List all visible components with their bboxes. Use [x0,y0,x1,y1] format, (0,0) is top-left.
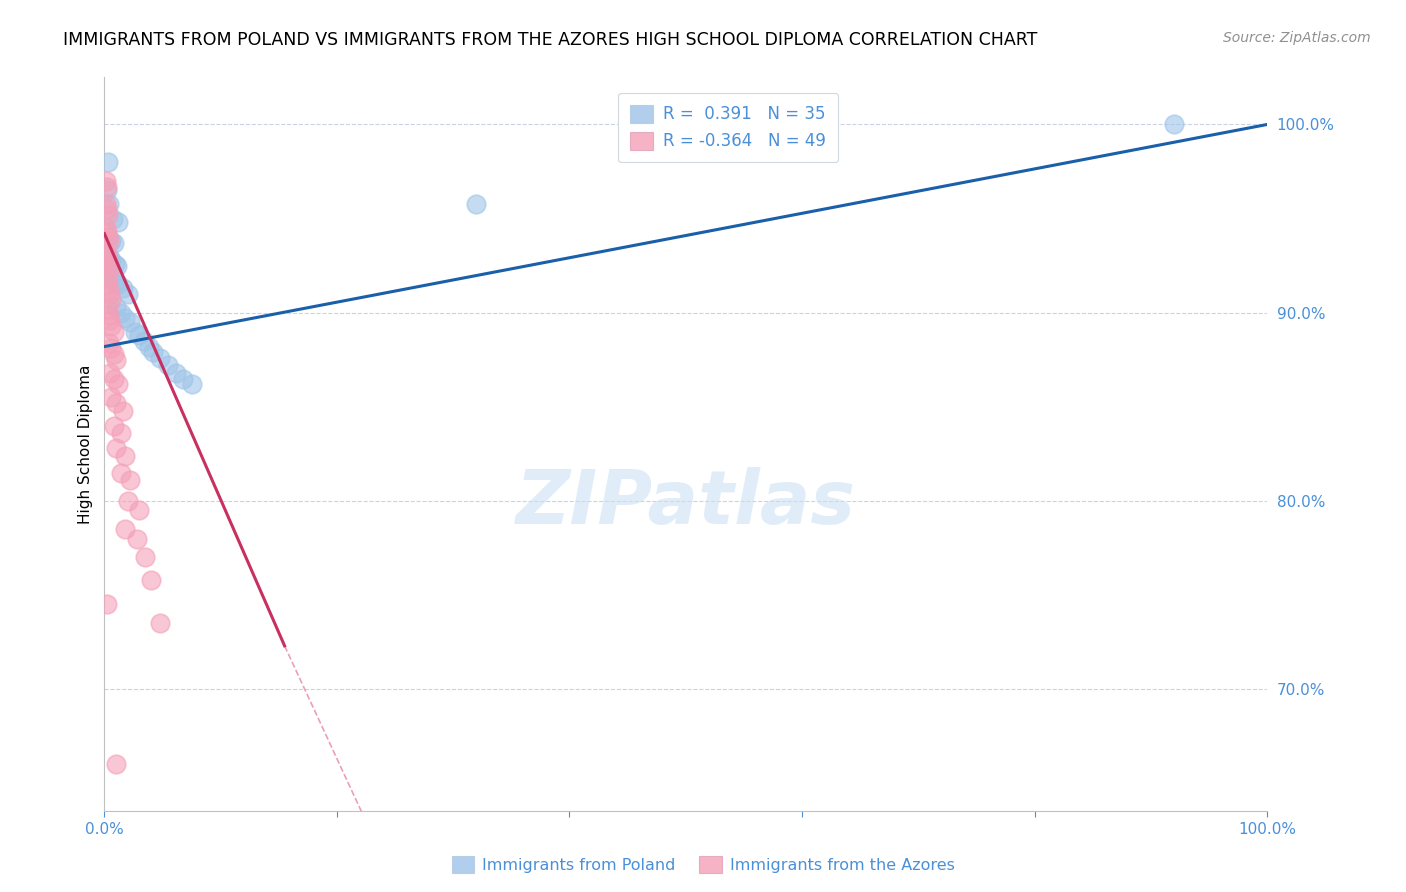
Point [103,347,125,361]
Point [110,466,132,480]
Point [110,306,132,320]
Point [97,230,120,244]
Point [96,598,118,612]
Point [105,300,128,314]
Point [1163,118,1185,132]
Point [96,183,118,197]
Point [105,352,128,367]
Text: Source: ZipAtlas.com: Source: ZipAtlas.com [1223,31,1371,45]
Point [94,196,117,211]
Point [94,221,117,235]
Point [124,325,146,339]
Point [103,276,125,290]
Point [138,340,160,354]
Point [105,396,128,410]
Point [107,277,129,292]
Point [100,342,122,356]
Point [134,550,156,565]
Point [100,391,122,405]
Legend: R =  0.391   N = 35, R = -0.364   N = 49: R = 0.391 N = 35, R = -0.364 N = 49 [619,93,838,162]
Point [180,377,202,392]
Point [157,359,180,373]
Text: ZIPatlas: ZIPatlas [516,467,856,540]
Point [100,234,122,248]
Point [118,473,141,487]
Point [104,257,127,271]
Point [97,277,120,292]
Point [98,313,121,327]
Point [94,174,117,188]
Point [139,573,162,587]
Point [98,196,121,211]
Point [96,272,118,286]
Point [114,311,136,326]
Point [98,262,121,277]
Point [98,296,121,310]
Text: IMMIGRANTS FROM POLAND VS IMMIGRANTS FROM THE AZORES HIGH SCHOOL DIPLOMA CORRELA: IMMIGRANTS FROM POLAND VS IMMIGRANTS FRO… [63,31,1038,49]
Point [118,315,141,329]
Point [465,196,488,211]
Point [105,259,128,273]
Legend: Immigrants from Poland, Immigrants from the Azores: Immigrants from Poland, Immigrants from … [446,849,960,880]
Point [94,245,117,260]
Point [128,503,150,517]
Point [98,283,121,297]
Point [111,403,134,417]
Point [100,318,122,333]
Point [98,286,121,301]
Point [117,494,139,508]
Point [103,418,125,433]
Point [98,234,121,248]
Point [96,179,118,194]
Point [114,522,136,536]
Point [110,426,132,441]
Point [105,757,128,772]
Y-axis label: High School Diploma: High School Diploma [79,365,93,524]
Point [103,371,125,385]
Point [103,325,125,339]
Point [125,532,148,546]
Point [105,441,128,455]
Point [97,155,120,169]
Point [96,225,118,239]
Point [149,351,172,365]
Point [100,293,122,307]
Point [97,301,120,316]
Point [97,230,120,244]
Point [97,208,120,222]
Point [97,268,120,282]
Point [98,249,121,263]
Point [166,366,188,380]
Point [114,449,136,463]
Point [98,366,121,380]
Point [149,616,172,631]
Point [98,259,121,273]
Point [111,281,134,295]
Point [128,328,150,343]
Point [98,335,121,350]
Point [98,308,121,322]
Point [96,249,118,263]
Point [132,334,155,348]
Point [107,215,129,229]
Point [117,286,139,301]
Point [107,377,129,392]
Point [96,202,118,217]
Point [100,252,122,267]
Point [97,252,120,267]
Point [103,235,125,250]
Point [98,272,121,286]
Point [142,345,165,359]
Point [172,371,194,385]
Point [101,211,124,226]
